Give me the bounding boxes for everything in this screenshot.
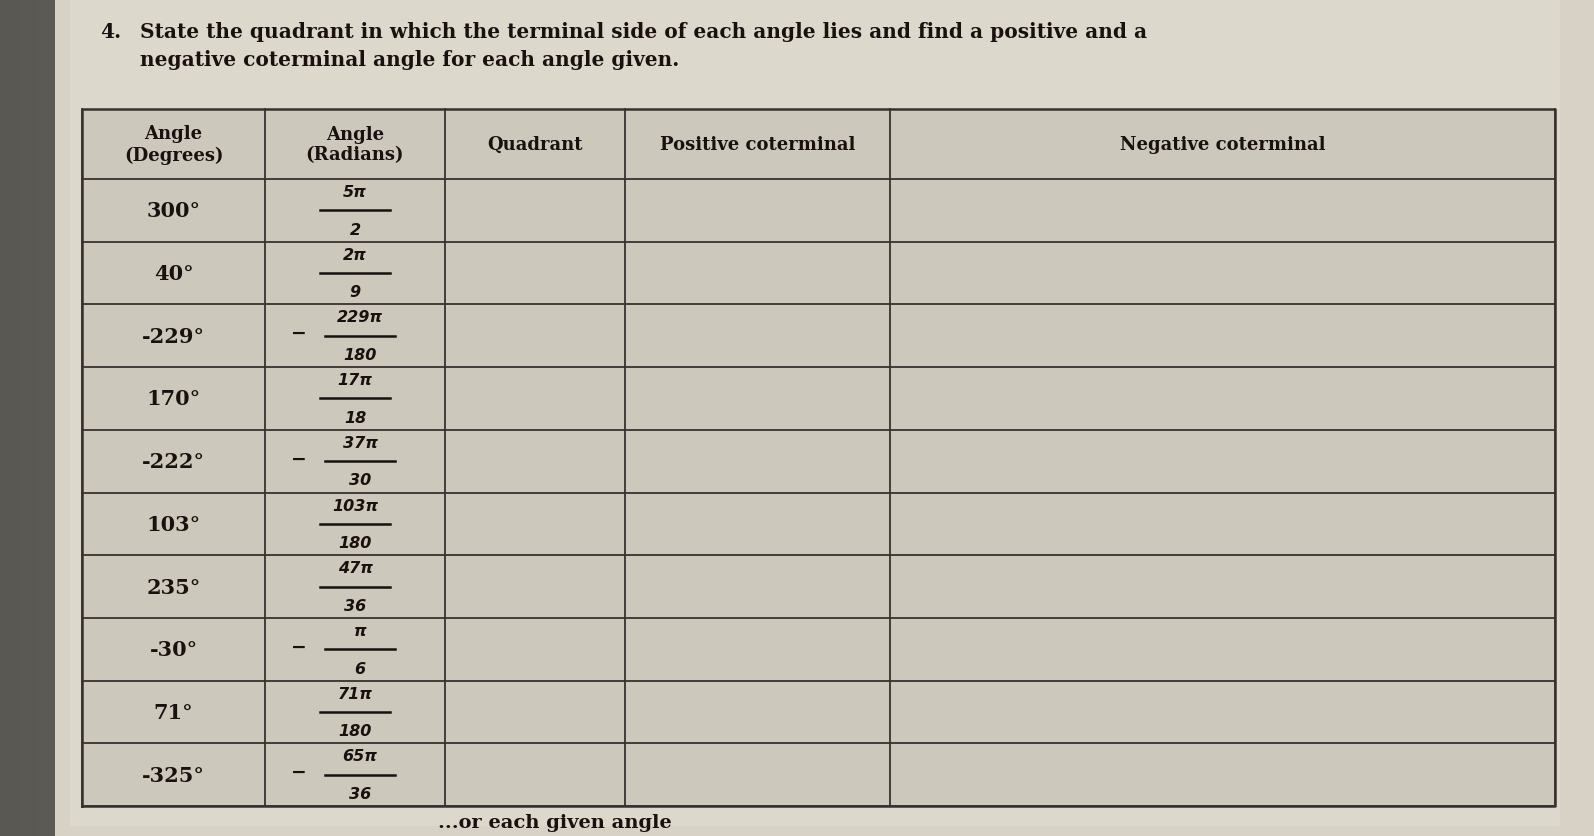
Text: 47π: 47π [338,561,373,575]
Text: 300°: 300° [147,201,201,221]
Text: 2: 2 [349,222,360,237]
Text: 18: 18 [344,410,367,426]
Text: -229°: -229° [142,326,206,346]
Text: 6: 6 [354,660,365,675]
Text: π: π [354,623,367,638]
Text: 2π: 2π [343,247,367,263]
Text: 30: 30 [349,473,371,488]
Text: Positive coterminal: Positive coterminal [660,135,856,154]
Text: 37π: 37π [343,436,378,451]
Text: 229π: 229π [336,310,383,325]
Polygon shape [56,0,1594,836]
Text: Quadrant: Quadrant [488,135,583,154]
Text: 71π: 71π [338,686,373,701]
Text: 40°: 40° [153,263,193,283]
Text: State the quadrant in which the terminal side of each angle lies and find a posi: State the quadrant in which the terminal… [140,22,1148,42]
Text: 17π: 17π [338,373,373,388]
Text: 180: 180 [338,723,371,738]
Text: -325°: -325° [142,765,206,785]
Text: 5π: 5π [343,185,367,200]
Text: Angle
(Radians): Angle (Radians) [306,125,405,164]
Text: Angle
(Degrees): Angle (Degrees) [124,125,223,165]
Text: 180: 180 [343,348,376,363]
Text: −: − [292,324,308,343]
Text: ...or each given angle: ...or each given angle [438,813,673,831]
Text: -222°: -222° [142,451,206,472]
Polygon shape [81,110,1556,806]
Text: 65π: 65π [343,748,378,763]
Text: 103π: 103π [332,498,378,513]
Text: 170°: 170° [147,389,201,409]
Text: -30°: -30° [150,640,198,660]
Text: −: − [292,449,308,468]
Text: 4.: 4. [100,22,121,42]
Text: 36: 36 [344,598,367,613]
Polygon shape [70,0,1561,826]
Text: −: − [292,637,308,656]
Text: 180: 180 [338,536,371,550]
Text: 36: 36 [349,786,371,801]
Text: 9: 9 [349,285,360,300]
Text: negative coterminal angle for each angle given.: negative coterminal angle for each angle… [140,50,679,70]
Text: 71°: 71° [153,702,193,722]
Text: Negative coterminal: Negative coterminal [1119,135,1325,154]
Text: −: − [292,762,308,781]
Text: 103°: 103° [147,514,201,534]
Text: 235°: 235° [147,577,201,597]
